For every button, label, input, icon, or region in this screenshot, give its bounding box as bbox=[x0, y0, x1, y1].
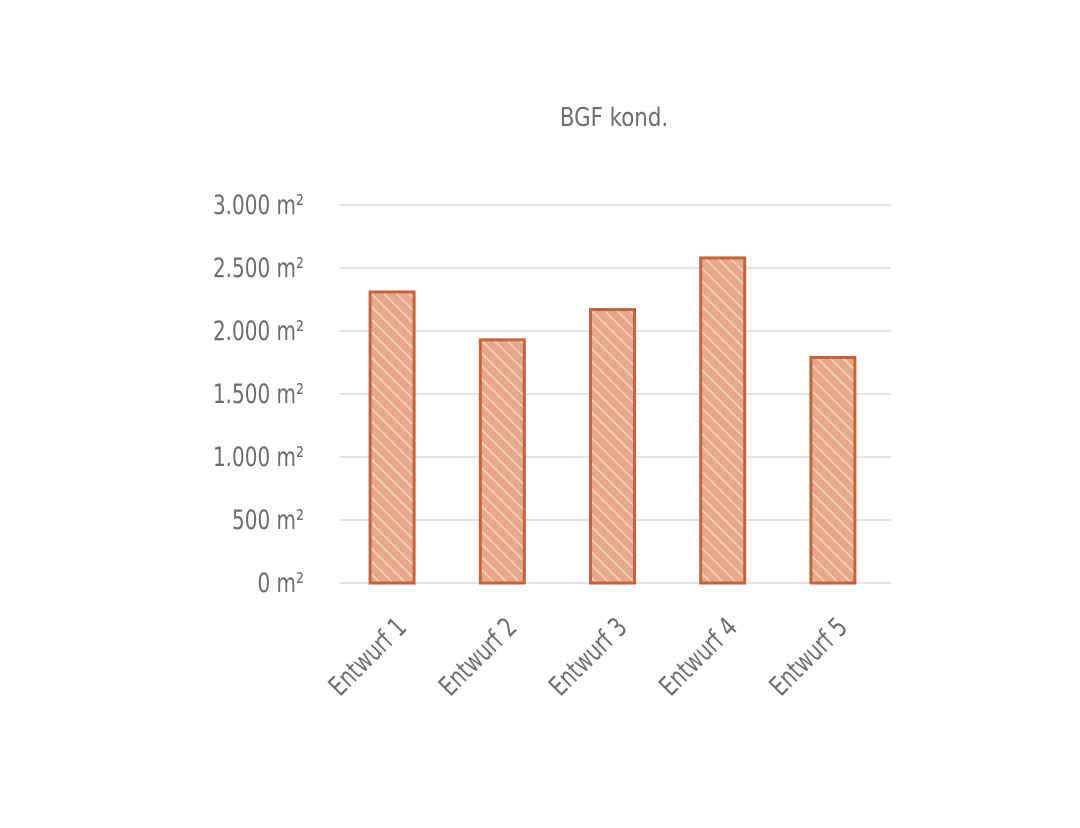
bar bbox=[809, 355, 857, 585]
y-tick-label: 1.000 m² bbox=[213, 441, 304, 473]
y-tick-label: 3.000 m² bbox=[213, 189, 304, 221]
y-tick-label: 0 m² bbox=[257, 567, 304, 599]
y-tick-label: 2.500 m² bbox=[213, 252, 304, 284]
y-axis-tick-labels: 0 m² 500 m² 1.000 m² 1.500 m² 2.000 m² 2.500 … bbox=[213, 189, 304, 599]
bar bbox=[699, 256, 747, 585]
y-tick-label: 1.500 m² bbox=[213, 378, 304, 410]
bar bbox=[589, 308, 636, 585]
bar bbox=[478, 338, 526, 585]
x-tick-label: Entwurf 5 bbox=[763, 611, 854, 702]
y-tick-label: 500 m² bbox=[232, 504, 304, 536]
bars bbox=[368, 256, 857, 585]
x-tick-label: Entwurf 1 bbox=[322, 611, 413, 702]
x-tick-label: Entwurf 2 bbox=[432, 611, 523, 702]
y-tick-label: 2.000 m² bbox=[213, 315, 304, 347]
bar bbox=[368, 290, 416, 585]
x-tick-label: Entwurf 4 bbox=[653, 611, 744, 702]
x-tick-label: Entwurf 3 bbox=[543, 611, 634, 702]
x-axis-tick-labels: Entwurf 1 Entwurf 2 Entwurf 3 Entwurf 4 Entw… bbox=[322, 611, 854, 702]
